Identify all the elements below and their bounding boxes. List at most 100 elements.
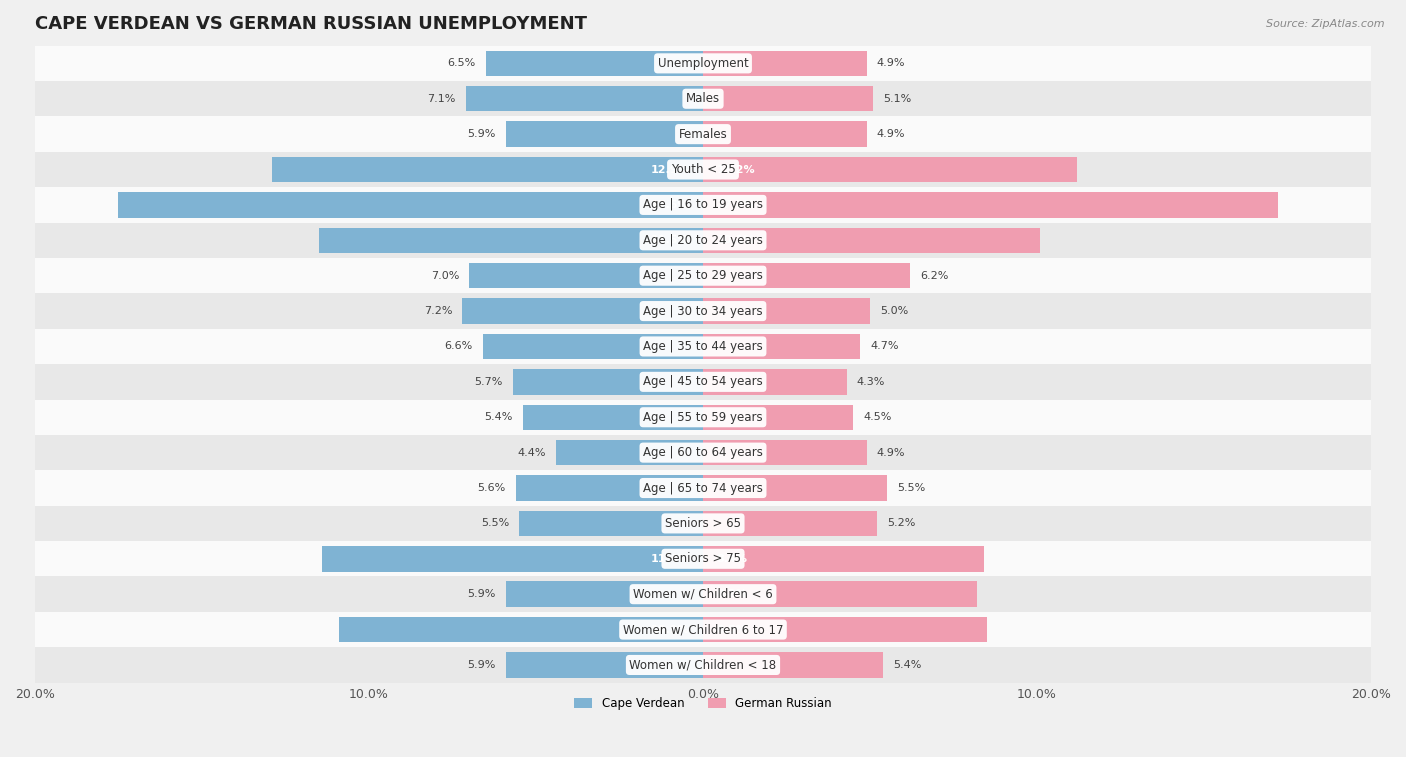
Text: 8.2%: 8.2% <box>717 589 747 600</box>
Text: 11.4%: 11.4% <box>651 554 689 564</box>
Text: Age | 60 to 64 years: Age | 60 to 64 years <box>643 446 763 459</box>
Bar <box>118 192 703 218</box>
Bar <box>465 86 703 111</box>
Text: Seniors > 75: Seniors > 75 <box>665 553 741 565</box>
Bar <box>35 647 1371 683</box>
Text: 5.1%: 5.1% <box>883 94 911 104</box>
Bar <box>516 475 703 500</box>
Bar <box>523 404 703 430</box>
Bar <box>703 440 866 466</box>
Bar <box>35 541 1371 577</box>
Bar <box>35 577 1371 612</box>
Bar <box>703 228 1040 253</box>
Bar <box>703 334 860 360</box>
Bar <box>703 475 887 500</box>
Text: 4.9%: 4.9% <box>877 447 905 458</box>
Bar <box>519 511 703 536</box>
Text: 5.9%: 5.9% <box>468 589 496 600</box>
Text: Age | 30 to 34 years: Age | 30 to 34 years <box>643 304 763 318</box>
Bar <box>703 369 846 394</box>
Text: 5.5%: 5.5% <box>481 519 509 528</box>
Bar <box>339 617 703 642</box>
Legend: Cape Verdean, German Russian: Cape Verdean, German Russian <box>569 693 837 715</box>
Bar <box>35 117 1371 152</box>
Text: 4.3%: 4.3% <box>856 377 884 387</box>
Text: Age | 25 to 29 years: Age | 25 to 29 years <box>643 269 763 282</box>
Text: 7.1%: 7.1% <box>427 94 456 104</box>
Bar <box>482 334 703 360</box>
Text: 10.1%: 10.1% <box>717 235 755 245</box>
Bar <box>703 511 877 536</box>
Text: 11.2%: 11.2% <box>717 164 755 175</box>
Text: 12.9%: 12.9% <box>651 164 689 175</box>
Bar <box>506 581 703 607</box>
Text: 5.2%: 5.2% <box>887 519 915 528</box>
Text: CAPE VERDEAN VS GERMAN RUSSIAN UNEMPLOYMENT: CAPE VERDEAN VS GERMAN RUSSIAN UNEMPLOYM… <box>35 15 586 33</box>
Bar <box>703 157 1077 182</box>
Text: Source: ZipAtlas.com: Source: ZipAtlas.com <box>1267 19 1385 29</box>
Text: 4.4%: 4.4% <box>517 447 546 458</box>
Bar <box>506 653 703 678</box>
Text: 5.0%: 5.0% <box>880 306 908 316</box>
Text: 5.6%: 5.6% <box>478 483 506 493</box>
Text: Age | 35 to 44 years: Age | 35 to 44 years <box>643 340 763 353</box>
Text: 4.9%: 4.9% <box>877 129 905 139</box>
Bar <box>35 152 1371 187</box>
Text: Males: Males <box>686 92 720 105</box>
Bar <box>273 157 703 182</box>
Text: 6.6%: 6.6% <box>444 341 472 351</box>
Bar <box>703 617 987 642</box>
Bar <box>35 400 1371 435</box>
Bar <box>506 121 703 147</box>
Text: Youth < 25: Youth < 25 <box>671 163 735 176</box>
Bar <box>35 435 1371 470</box>
Bar <box>35 364 1371 400</box>
Bar <box>486 51 703 76</box>
Text: 5.4%: 5.4% <box>893 660 922 670</box>
Bar <box>35 223 1371 258</box>
Bar <box>35 294 1371 329</box>
Text: 5.7%: 5.7% <box>474 377 502 387</box>
Text: 4.5%: 4.5% <box>863 413 891 422</box>
Text: 11.5%: 11.5% <box>651 235 689 245</box>
Bar <box>703 653 883 678</box>
Text: Age | 45 to 54 years: Age | 45 to 54 years <box>643 375 763 388</box>
Text: 6.5%: 6.5% <box>447 58 475 68</box>
Text: 4.9%: 4.9% <box>877 58 905 68</box>
Text: Age | 20 to 24 years: Age | 20 to 24 years <box>643 234 763 247</box>
Bar <box>703 192 1278 218</box>
Bar <box>35 187 1371 223</box>
Text: Women w/ Children 6 to 17: Women w/ Children 6 to 17 <box>623 623 783 636</box>
Text: Age | 16 to 19 years: Age | 16 to 19 years <box>643 198 763 211</box>
Text: 6.2%: 6.2% <box>920 271 949 281</box>
Text: 7.0%: 7.0% <box>430 271 460 281</box>
Text: 8.5%: 8.5% <box>717 625 747 634</box>
Bar <box>322 546 703 572</box>
Bar <box>35 45 1371 81</box>
Bar <box>703 546 984 572</box>
Text: 5.9%: 5.9% <box>468 660 496 670</box>
Text: 17.2%: 17.2% <box>717 200 755 210</box>
Bar <box>703 121 866 147</box>
Text: Age | 55 to 59 years: Age | 55 to 59 years <box>643 411 763 424</box>
Bar <box>513 369 703 394</box>
Text: Females: Females <box>679 128 727 141</box>
Text: 5.4%: 5.4% <box>484 413 513 422</box>
Text: 17.5%: 17.5% <box>651 200 689 210</box>
Text: 5.5%: 5.5% <box>897 483 925 493</box>
Bar <box>703 404 853 430</box>
Text: Women w/ Children < 18: Women w/ Children < 18 <box>630 659 776 671</box>
Bar <box>35 258 1371 294</box>
Text: 5.9%: 5.9% <box>468 129 496 139</box>
Bar <box>703 298 870 324</box>
Bar <box>703 86 873 111</box>
Bar <box>35 470 1371 506</box>
Bar <box>470 263 703 288</box>
Bar <box>35 506 1371 541</box>
Bar <box>463 298 703 324</box>
Text: Seniors > 65: Seniors > 65 <box>665 517 741 530</box>
Bar <box>703 51 866 76</box>
Bar <box>703 581 977 607</box>
Text: 8.4%: 8.4% <box>717 554 748 564</box>
Text: 7.2%: 7.2% <box>425 306 453 316</box>
